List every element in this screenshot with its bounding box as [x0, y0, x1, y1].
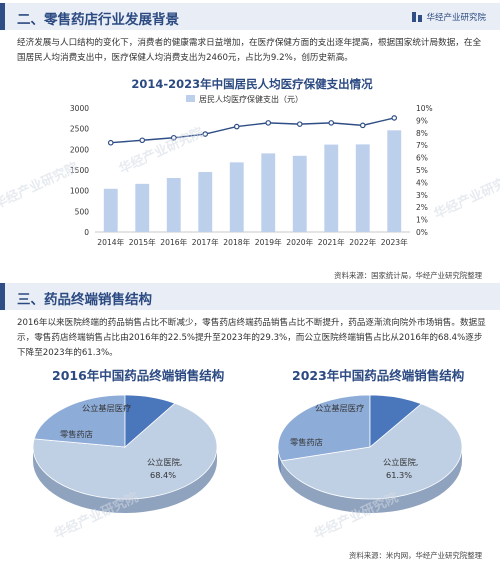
- bar: [229, 162, 244, 232]
- y-tick-left: 2000: [70, 145, 89, 154]
- line-point: [170, 134, 177, 141]
- bar: [292, 155, 307, 232]
- bar: [135, 183, 150, 232]
- line-point: [359, 122, 366, 129]
- brand-name: 华经产业研究院: [426, 13, 486, 23]
- line-point: [139, 137, 146, 144]
- ratio-line: [110, 117, 395, 144]
- brand-logo: 华经产业研究院: [412, 11, 486, 23]
- pie-label-basic: 公立基层医疗: [82, 403, 131, 413]
- x-tick-label: 2019年: [255, 237, 282, 247]
- x-tick-label: 2017年: [192, 237, 219, 247]
- pie-chart-2023: 公立医院, 61.3% 零售药店 公立基层医疗: [277, 394, 463, 513]
- y-tick-left: 0: [84, 228, 89, 237]
- y-tick-right: 5%: [416, 166, 428, 175]
- y-tick-right: 0%: [416, 228, 428, 237]
- bar: [324, 144, 339, 232]
- section-title: 三、药品终端销售结构: [17, 292, 152, 308]
- pie-slice: [277, 394, 371, 462]
- pie-title-2023: 2023年中国药品终端销售结构: [292, 368, 465, 383]
- pie-slice: [33, 394, 126, 448]
- line-point: [107, 139, 114, 146]
- bar: [103, 188, 118, 232]
- intro-paragraph: 经济发展与人口结构的变化下，消费者的健康需求日益增加，在医疗保健方面的支出逐年提…: [17, 38, 482, 63]
- y-tick-left: 3000: [70, 104, 89, 113]
- structure-paragraph: 2016年以来医院终端的药品销售占比不断减少，零售药店终端药品销售占比不断提升，…: [17, 318, 486, 358]
- line-point: [328, 120, 335, 126]
- y-tick-right: 2%: [416, 203, 428, 212]
- x-tick-label: 2023年: [381, 237, 408, 247]
- pie-label-public-hospital: 公立医院,: [383, 457, 418, 467]
- section-title: 二、零售药店行业发展背景: [17, 12, 179, 28]
- pie-slice: [369, 394, 423, 448]
- legend-label: 居民人均医疗保健支出（元）: [199, 94, 303, 104]
- y-tick-left: 2500: [70, 125, 89, 134]
- x-tick-label: 2015年: [129, 237, 156, 247]
- y-tick-right: 1%: [416, 216, 428, 225]
- line-point: [296, 121, 303, 127]
- bar: [387, 130, 402, 232]
- y-tick-right: 9%: [416, 116, 428, 125]
- x-tick-label: 2021年: [318, 237, 345, 247]
- pie-slice-side: [278, 447, 282, 475]
- bar: [355, 144, 370, 232]
- line-point: [233, 123, 240, 130]
- y-tick-right: 10%: [416, 104, 433, 113]
- y-tick-left: 1500: [70, 166, 89, 175]
- section-header-2: 二、零售药店行业发展背景 华经产业研究院: [0, 3, 500, 30]
- pie-label-basic: 公立基层医疗: [315, 403, 364, 413]
- pie-label-retail: 零售药店: [60, 429, 93, 439]
- line-point: [391, 115, 398, 121]
- pie-title-2016: 2016年中国药品终端销售结构: [52, 368, 225, 383]
- x-tick-label: 2018年: [223, 237, 250, 247]
- pie-slice: [32, 402, 218, 500]
- y-tick-right: 7%: [416, 141, 428, 150]
- pie-slice: [124, 394, 176, 448]
- source-note-1: 资料来源：国家统计局，华经产业研究院整理: [334, 271, 482, 280]
- pie-value-public-hospital: 61.3%: [386, 470, 412, 480]
- pie-label-public-hospital: 公立医院,: [147, 457, 182, 467]
- bar: [198, 172, 213, 232]
- pie-chart-2016: 公立医院, 68.4% 零售药店 公立基层医疗: [32, 394, 218, 513]
- pie-value-public-hospital: 68.4%: [150, 470, 176, 480]
- x-tick-label: 2020年: [286, 237, 313, 247]
- x-tick-label: 2022年: [349, 237, 376, 247]
- y-tick-left: 500: [75, 207, 90, 216]
- x-tick-label: 2014年: [97, 237, 124, 247]
- bar: [261, 153, 276, 232]
- legend-swatch: [186, 95, 195, 102]
- section-accent: [0, 3, 5, 30]
- line-point: [202, 131, 209, 137]
- pie-slice-side: [33, 447, 217, 513]
- y-tick-right: 4%: [416, 178, 428, 187]
- y-tick-right: 3%: [416, 191, 428, 200]
- line-point: [265, 120, 272, 126]
- pie-slice-side: [281, 447, 462, 513]
- y-tick-right: 8%: [416, 129, 428, 138]
- y-tick-right: 6%: [416, 154, 428, 163]
- chart-title: 2014-2023年中国居民人均医疗保健支出情况: [131, 77, 373, 91]
- section-header-3: 三、药品终端销售结构: [0, 283, 500, 310]
- bar: [166, 177, 181, 232]
- section-accent: [0, 283, 5, 310]
- y-tick-left: 1000: [70, 187, 89, 196]
- pie-slice: [280, 403, 463, 500]
- brand-mark-icon: [412, 12, 423, 22]
- pie-label-retail: 零售药店: [290, 437, 323, 447]
- x-tick-label: 2016年: [160, 237, 187, 247]
- source-note-2: 资料来源：米内网，华经产业研究院整理: [348, 551, 482, 560]
